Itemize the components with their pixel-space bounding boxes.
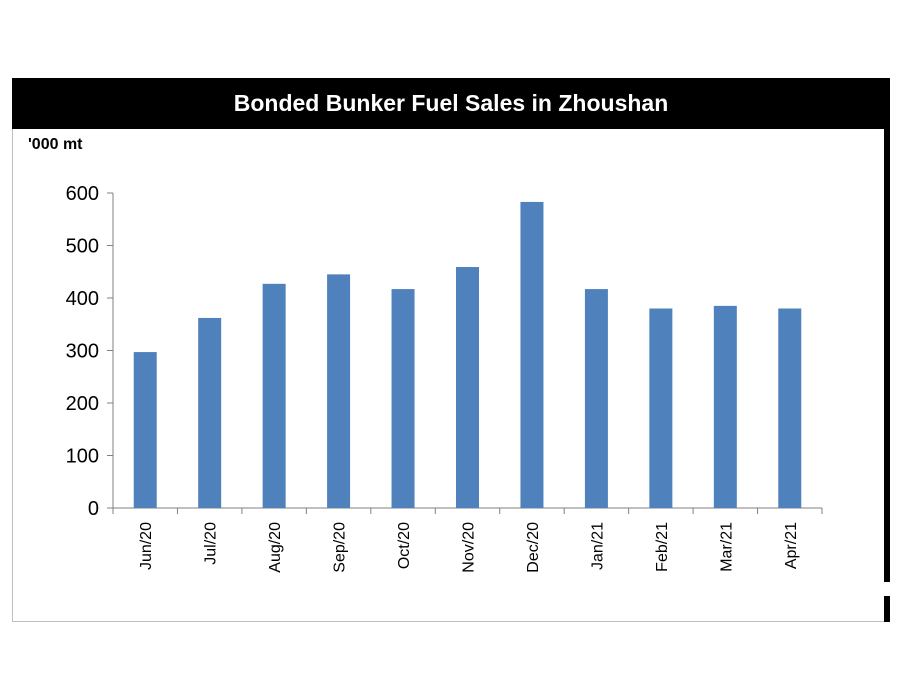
bar: [391, 289, 415, 508]
y-axis-unit-label: '000 mt: [28, 136, 83, 153]
x-tick-label: Jul/20: [203, 522, 220, 565]
bar: [198, 317, 222, 508]
x-tick-label: Dec/20: [525, 522, 542, 573]
bar: [327, 274, 351, 508]
x-tick-label: Sep/20: [332, 522, 349, 573]
bar: [649, 308, 673, 508]
bar: [778, 308, 802, 508]
y-tick-label: 400: [66, 288, 99, 310]
frame-right-edge: [884, 129, 890, 622]
bar: [262, 283, 286, 508]
x-tick-label: Mar/21: [718, 522, 735, 572]
chart-frame: [12, 78, 889, 622]
x-tick-label: Oct/20: [396, 522, 413, 569]
y-tick-label: 300: [66, 341, 99, 363]
x-tick-label: Nov/20: [461, 522, 478, 573]
frame-right-edge-gap: [884, 582, 890, 596]
x-tick-label: Jan/21: [589, 522, 606, 570]
x-tick-label: Feb/21: [654, 522, 671, 572]
x-tick-label: Jun/20: [138, 522, 155, 570]
bar: [520, 201, 544, 509]
chart-title: Bonded Bunker Fuel Sales in Zhoushan: [233, 90, 669, 116]
y-tick-label: 200: [66, 393, 99, 415]
bar: [584, 289, 608, 508]
y-tick-label: 600: [66, 183, 99, 205]
bar: [713, 305, 737, 508]
y-tick-label: 0: [88, 498, 99, 520]
x-tick-label: Aug/20: [267, 522, 284, 573]
y-tick-label: 500: [66, 236, 99, 258]
bar: [133, 352, 157, 508]
y-tick-label: 100: [66, 446, 99, 468]
chart-title-bar: Bonded Bunker Fuel Sales in Zhoushan: [12, 78, 890, 129]
bar: [456, 267, 479, 508]
x-tick-label: Apr/21: [783, 522, 800, 569]
